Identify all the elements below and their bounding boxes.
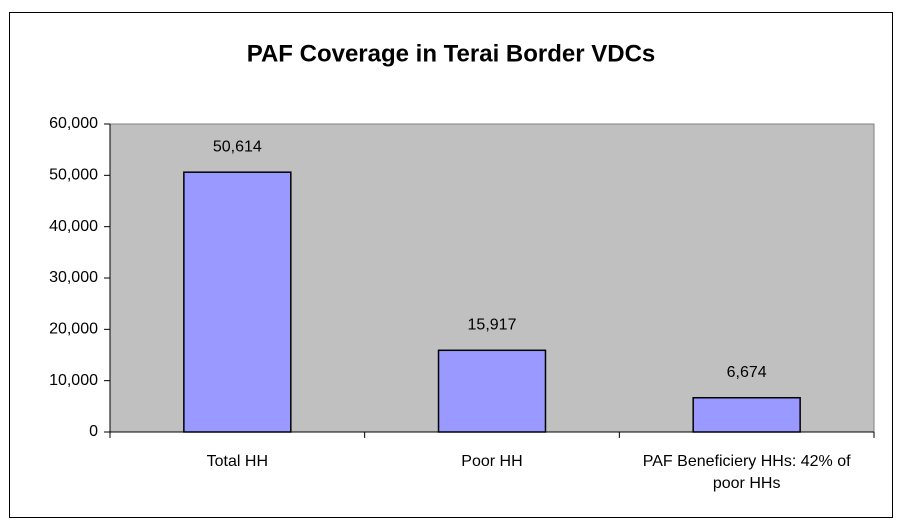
value-label: 15,917	[468, 317, 517, 334]
x-tick-label: PAF Beneficiery HHs: 42% of poor HHs	[642, 453, 851, 492]
bar	[692, 396, 801, 433]
y-tick-label: 10,000	[49, 372, 98, 389]
value-label: 6,674	[727, 364, 767, 381]
y-tick-label: 0	[89, 423, 98, 440]
y-tick-label: 30,000	[49, 269, 98, 286]
y-tick-label: 50,000	[49, 167, 98, 184]
x-tick-label: Total HH	[206, 453, 268, 470]
value-label: 50,614	[213, 138, 262, 155]
bar	[183, 171, 292, 433]
bar	[437, 349, 547, 433]
chart-title: PAF Coverage in Terai Border VDCs	[247, 40, 656, 67]
y-tick-label: 60,000	[49, 115, 98, 132]
x-tick-label: Poor HH	[461, 453, 523, 470]
y-tick-label: 40,000	[49, 218, 98, 235]
y-tick-label: 20,000	[49, 321, 98, 338]
